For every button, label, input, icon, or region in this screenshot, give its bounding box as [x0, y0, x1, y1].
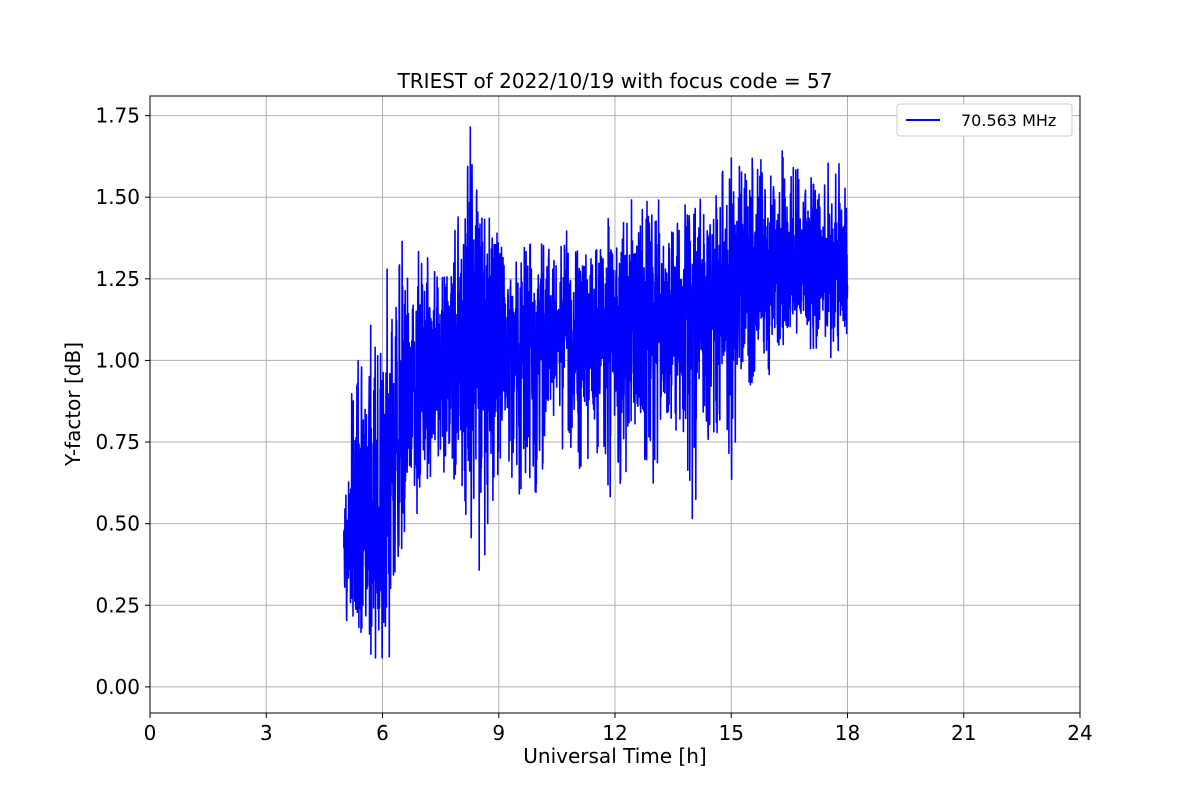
- y-tick-label: 1.25: [95, 267, 140, 291]
- y-axis-ticks: 0.00 0.25 0.50 0.75 1.00 1.25 1.50 1.75: [95, 104, 150, 699]
- x-tick-label: 18: [835, 721, 860, 745]
- y-tick-label: 1.50: [95, 185, 140, 209]
- legend-box: [896, 103, 1073, 137]
- x-tick-label: 0: [144, 721, 157, 745]
- x-tick-label: 15: [719, 721, 744, 745]
- x-tick-label: 6: [376, 721, 389, 745]
- legend-label-70563mhz: 70.563 MHz: [961, 111, 1056, 130]
- x-tick-label: 21: [951, 721, 976, 745]
- y-tick-label: 0.00: [95, 675, 140, 699]
- legend: 70.563 MHz: [896, 103, 1073, 137]
- y-axis-label: Y-factor [dB]: [61, 342, 85, 467]
- y-tick-label: 0.75: [95, 430, 140, 454]
- x-tick-label: 9: [492, 721, 505, 745]
- y-tick-label: 0.25: [95, 593, 140, 617]
- x-axis-ticks: 0 3 6 9 12 15 18 21 24: [144, 713, 1093, 745]
- plot-area: [343, 126, 849, 659]
- chart-title: TRIEST of 2022/10/19 with focus code = 5…: [397, 69, 833, 93]
- x-tick-label: 12: [602, 721, 627, 745]
- x-tick-label: 3: [260, 721, 273, 745]
- x-tick-label: 24: [1067, 721, 1092, 745]
- y-tick-label: 1.00: [95, 348, 140, 372]
- x-axis-label: Universal Time [h]: [523, 744, 706, 768]
- y-tick-label: 0.50: [95, 512, 140, 536]
- y-tick-label: 1.75: [95, 104, 140, 128]
- series-line-70563mhz: [343, 126, 849, 659]
